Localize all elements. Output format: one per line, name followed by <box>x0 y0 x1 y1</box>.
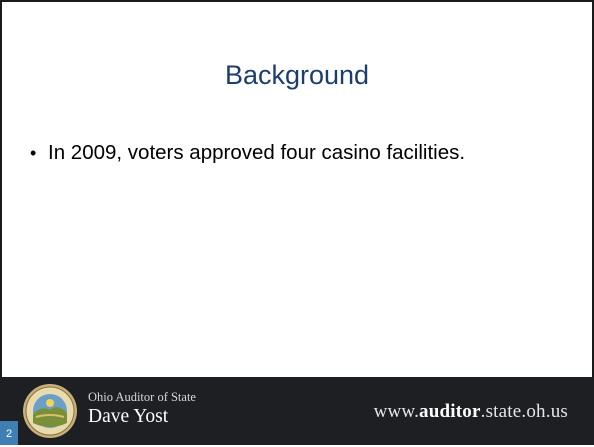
website-link[interactable]: www.auditor.state.oh.us <box>374 401 568 423</box>
url-suffix: .state.oh.us <box>480 401 568 422</box>
url-highlight: auditor <box>419 401 481 422</box>
official-name: Dave Yost <box>88 406 169 427</box>
bullet-icon: • <box>30 143 37 163</box>
slide-title: Background <box>224 60 370 90</box>
bullet-text: In 2009, voters approved four casino fac… <box>48 141 466 164</box>
organization-label: Ohio Auditor of State <box>88 390 196 404</box>
url-prefix: www. <box>373 401 420 422</box>
bullet-item: • In 2009, voters approved four casino f… <box>30 140 508 166</box>
footer-bar: Ohio Auditor of State Dave Yost www.audi… <box>0 377 594 445</box>
state-seal-icon <box>23 384 77 438</box>
page-number-badge: 2 <box>0 421 18 445</box>
bullet-list: • In 2009, voters approved four casino f… <box>2 140 592 166</box>
